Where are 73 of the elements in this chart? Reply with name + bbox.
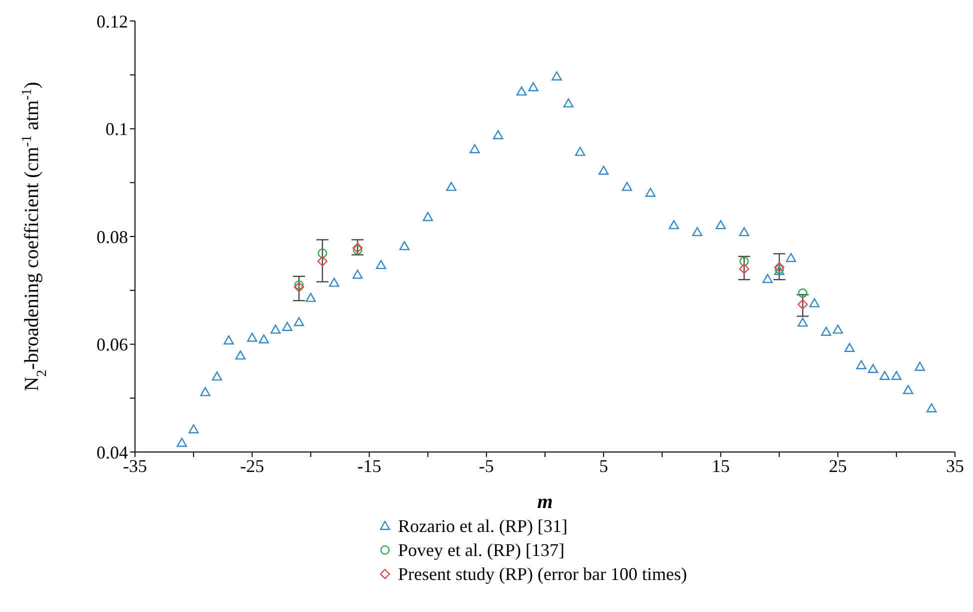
point — [598, 166, 609, 175]
point — [762, 274, 773, 284]
y-tick-label: 0.04 — [96, 442, 128, 462]
point — [891, 370, 902, 380]
point — [692, 227, 702, 236]
point — [786, 252, 796, 262]
point — [880, 370, 890, 380]
point — [575, 146, 586, 156]
x-tick-label: -5 — [478, 456, 494, 476]
y-tick-label: 0.08 — [96, 226, 128, 247]
legend-label: Present study (RP) (error bar 100 times) — [398, 563, 687, 586]
point — [903, 384, 914, 394]
point — [798, 299, 808, 310]
point — [317, 256, 328, 266]
legend-label: Povey et al. (RP) [137] — [398, 539, 564, 562]
point — [352, 245, 362, 255]
point — [235, 350, 246, 360]
point — [798, 318, 808, 327]
point — [376, 260, 386, 270]
point — [821, 326, 832, 336]
point — [668, 220, 679, 230]
x-axis-title: m — [537, 491, 553, 513]
point — [224, 335, 234, 344]
point — [809, 298, 820, 308]
point — [258, 334, 269, 344]
x-tick-label: 15 — [712, 456, 730, 476]
point — [294, 280, 304, 290]
point — [306, 292, 316, 302]
x-tick-label: 5 — [599, 456, 608, 476]
x-tick-label: 35 — [946, 456, 964, 476]
point — [188, 424, 199, 434]
point — [832, 324, 843, 334]
point — [868, 364, 878, 374]
x-tick-label: -25 — [240, 456, 264, 476]
legend-label: Rozario et al. (RP) [31] — [398, 515, 568, 538]
point — [352, 242, 363, 253]
point — [294, 317, 304, 326]
point — [329, 278, 340, 287]
point — [645, 188, 656, 197]
point — [739, 227, 750, 236]
point — [528, 82, 538, 92]
point — [318, 248, 328, 258]
point — [739, 256, 749, 266]
point — [282, 322, 292, 331]
point — [270, 324, 281, 334]
point — [446, 182, 456, 191]
point — [200, 387, 210, 396]
point — [798, 288, 808, 298]
x-tick-label: 25 — [828, 456, 847, 476]
point — [552, 71, 562, 80]
point — [176, 438, 187, 447]
point — [247, 332, 258, 342]
point — [844, 342, 855, 352]
y-tick-label: 0.06 — [96, 334, 128, 355]
point — [716, 220, 726, 230]
point — [422, 212, 433, 222]
point — [493, 130, 504, 140]
x-tick-label: -15 — [357, 456, 382, 476]
point — [914, 362, 925, 371]
point — [516, 86, 527, 96]
point — [212, 371, 222, 381]
point — [926, 403, 937, 412]
y-tick-label: 0.1 — [106, 119, 128, 140]
point — [622, 182, 632, 191]
point — [399, 241, 410, 250]
point — [352, 270, 363, 279]
point — [739, 264, 750, 274]
y-tick-label: 0.12 — [96, 11, 128, 32]
point — [774, 262, 784, 272]
point — [563, 98, 574, 108]
point — [294, 282, 304, 292]
point — [470, 144, 480, 154]
point — [856, 360, 866, 370]
